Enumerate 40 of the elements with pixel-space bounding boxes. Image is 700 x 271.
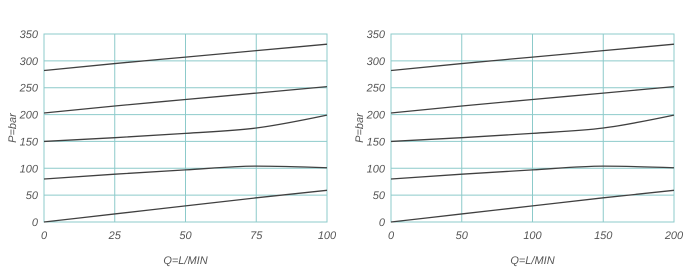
line-series (43, 86, 328, 114)
line-series (390, 190, 675, 223)
y-tick-label: 100 (366, 163, 386, 176)
line-series (43, 165, 328, 180)
y-tick-label: 350 (366, 29, 386, 41)
line-series (43, 44, 328, 72)
line-series (390, 114, 675, 142)
x-axis-title: Q=L/MIN (163, 255, 208, 267)
y-tick-label: 250 (18, 82, 39, 95)
y-tick-label: 300 (366, 56, 386, 68)
y-tick-label: 50 (372, 190, 386, 202)
y-tick-label: 150 (20, 136, 39, 148)
x-tick-label: 100 (318, 230, 338, 242)
x-tick-label: 50 (456, 230, 469, 242)
y-tick-label: 200 (366, 110, 386, 122)
line-series (43, 114, 328, 142)
y-tick-label: 0 (378, 217, 386, 229)
y-tick-label: 300 (20, 56, 39, 68)
x-axis-title: Q=L/MIN (510, 255, 555, 267)
line-series (43, 190, 328, 223)
x-tick-label: 50 (179, 230, 192, 242)
y-tick-label: 250 (366, 82, 386, 95)
x-tick-label: 25 (108, 230, 122, 242)
y-axis-title: P=bar (354, 112, 366, 143)
x-tick-label: 75 (250, 230, 264, 242)
y-tick-label: 100 (20, 163, 39, 176)
y-tick-label: 150 (366, 136, 386, 148)
x-tick-label: 200 (664, 230, 684, 242)
x-tick-label: 0 (40, 230, 48, 242)
line-series (390, 44, 675, 72)
y-tick-label: 50 (26, 190, 39, 202)
y-tick-label: 0 (32, 217, 39, 229)
x-tick-label: 150 (594, 230, 614, 242)
line-series (390, 165, 675, 180)
y-tick-label: 200 (18, 110, 39, 122)
y-axis-title: P=bar (7, 112, 19, 143)
x-tick-label: 0 (388, 230, 395, 242)
x-tick-label: 100 (523, 230, 543, 242)
line-series (390, 86, 675, 114)
y-tick-label: 350 (20, 29, 39, 41)
